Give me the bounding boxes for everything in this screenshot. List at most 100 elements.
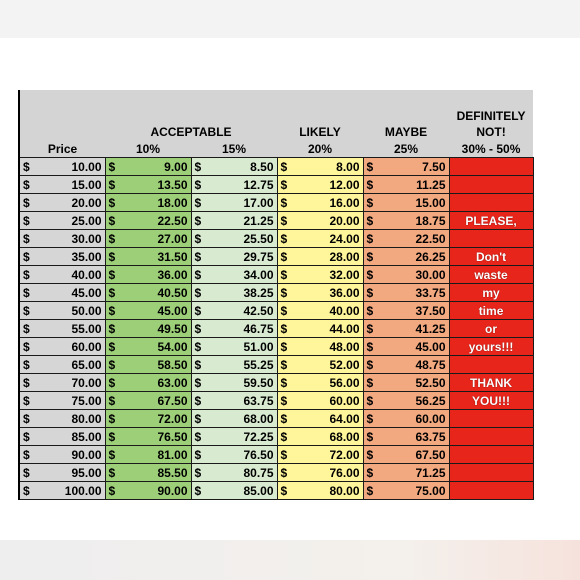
price-currency: $ <box>18 373 33 392</box>
header-definitely-line2: NOT! <box>476 125 506 139</box>
25-percent-currency: $ <box>362 157 378 176</box>
15-percent-amount: 8.50 <box>205 157 278 176</box>
25-percent-amount: 22.50 <box>377 229 450 248</box>
price-amount: 50.00 <box>33 301 106 320</box>
definitely-not-cell: PLEASE, <box>448 211 534 230</box>
10-percent-currency: $ <box>104 409 119 428</box>
20-percent-amount: 44.00 <box>291 319 364 338</box>
price-amount: 80.00 <box>33 409 106 428</box>
top-band <box>0 0 580 38</box>
price-currency: $ <box>18 445 33 464</box>
price-amount: 25.00 <box>33 211 106 230</box>
20-percent-amount: 76.00 <box>291 463 364 482</box>
price-currency: $ <box>18 409 33 428</box>
25-percent-amount: 75.00 <box>377 481 450 500</box>
10-percent-currency: $ <box>104 337 119 356</box>
20-percent-amount: 56.00 <box>291 373 364 392</box>
25-percent-amount: 60.00 <box>377 409 450 428</box>
20-percent-currency: $ <box>276 229 291 248</box>
25-percent-amount: 15.00 <box>377 193 450 212</box>
offer-price-table: ACCEPTABLE LIKELY MAYBE DEFINITELY NOT! … <box>18 90 534 500</box>
price-currency: $ <box>18 157 33 176</box>
10-percent-currency: $ <box>104 283 119 302</box>
15-percent-currency: $ <box>190 373 205 392</box>
definitely-not-cell <box>448 175 534 194</box>
price-amount: 40.00 <box>33 265 106 284</box>
10-percent-currency: $ <box>104 481 119 500</box>
10-percent-amount: 27.00 <box>119 229 192 248</box>
price-currency: $ <box>18 391 33 410</box>
category-header-row: ACCEPTABLE LIKELY MAYBE DEFINITELY NOT! <box>18 90 534 141</box>
10-percent-currency: $ <box>104 193 119 212</box>
20-percent-currency: $ <box>276 391 291 410</box>
header-20-percent: 20% <box>277 141 364 158</box>
20-percent-amount: 20.00 <box>291 211 364 230</box>
price-currency: $ <box>18 175 33 194</box>
price-amount: 30.00 <box>33 229 106 248</box>
15-percent-amount: 25.50 <box>205 229 278 248</box>
price-currency: $ <box>18 283 33 302</box>
price-currency: $ <box>18 355 33 374</box>
definitely-not-cell: yours!!! <box>448 337 534 356</box>
15-percent-currency: $ <box>190 301 205 320</box>
10-percent-amount: 36.00 <box>119 265 192 284</box>
10-percent-amount: 67.50 <box>119 391 192 410</box>
table-row: $100.00 $90.00 $85.00 $80.00 $75.00 <box>18 481 534 500</box>
25-percent-amount: 45.00 <box>377 337 450 356</box>
25-percent-amount: 7.50 <box>377 157 450 176</box>
25-percent-currency: $ <box>362 247 378 266</box>
definitely-not-cell: Don't <box>448 247 534 266</box>
20-percent-currency: $ <box>276 445 291 464</box>
25-percent-amount: 26.25 <box>377 247 450 266</box>
header-definitely-line1: DEFINITELY <box>456 109 526 123</box>
table-row: $10.00 $9.00 $8.50 $8.00 $7.50 <box>18 157 534 176</box>
10-percent-amount: 54.00 <box>119 337 192 356</box>
header-10-percent: 10% <box>105 141 191 158</box>
25-percent-amount: 63.75 <box>377 427 450 446</box>
header-30-50-percent: 30% - 50% <box>449 141 534 158</box>
15-percent-amount: 59.50 <box>205 373 278 392</box>
15-percent-currency: $ <box>190 193 205 212</box>
25-percent-amount: 18.75 <box>377 211 450 230</box>
table-row: $55.00 $49.50 $46.75 $44.00 $41.25 or <box>18 319 534 338</box>
10-percent-amount: 18.00 <box>119 193 192 212</box>
table-row: $60.00 $54.00 $51.00 $48.00 $45.00 yours!!! <box>18 337 534 356</box>
10-percent-amount: 40.50 <box>119 283 192 302</box>
definitely-not-cell <box>448 409 534 428</box>
25-percent-amount: 71.25 <box>377 463 450 482</box>
15-percent-amount: 38.25 <box>205 283 278 302</box>
25-percent-currency: $ <box>362 409 378 428</box>
definitely-not-cell: my <box>448 283 534 302</box>
25-percent-currency: $ <box>362 265 378 284</box>
10-percent-currency: $ <box>104 211 119 230</box>
table-row: $85.00 $76.50 $72.25 $68.00 $63.75 <box>18 427 534 446</box>
header-price: Price <box>18 141 105 158</box>
20-percent-amount: 80.00 <box>291 481 364 500</box>
25-percent-currency: $ <box>362 355 378 374</box>
15-percent-amount: 12.75 <box>205 175 278 194</box>
10-percent-amount: 63.00 <box>119 373 192 392</box>
15-percent-currency: $ <box>190 481 205 500</box>
15-percent-currency: $ <box>190 409 205 428</box>
10-percent-currency: $ <box>104 301 119 320</box>
25-percent-amount: 52.50 <box>377 373 450 392</box>
25-percent-currency: $ <box>362 445 378 464</box>
price-currency: $ <box>18 463 33 482</box>
definitely-not-cell <box>448 193 534 212</box>
price-amount: 70.00 <box>33 373 106 392</box>
price-amount: 60.00 <box>33 337 106 356</box>
table-row: $80.00 $72.00 $68.00 $64.00 $60.00 <box>18 409 534 428</box>
table-row: $95.00 $85.50 $80.75 $76.00 $71.25 <box>18 463 534 482</box>
20-percent-currency: $ <box>276 265 291 284</box>
15-percent-amount: 85.00 <box>205 481 278 500</box>
10-percent-currency: $ <box>104 373 119 392</box>
20-percent-amount: 48.00 <box>291 337 364 356</box>
header-25-percent: 25% <box>363 141 450 158</box>
15-percent-currency: $ <box>190 427 205 446</box>
25-percent-currency: $ <box>362 283 378 302</box>
price-amount: 10.00 <box>33 157 106 176</box>
table-row: $50.00 $45.00 $42.50 $40.00 $37.50 time <box>18 301 534 320</box>
price-amount: 55.00 <box>33 319 106 338</box>
20-percent-currency: $ <box>276 427 291 446</box>
definitely-not-cell <box>448 427 534 446</box>
